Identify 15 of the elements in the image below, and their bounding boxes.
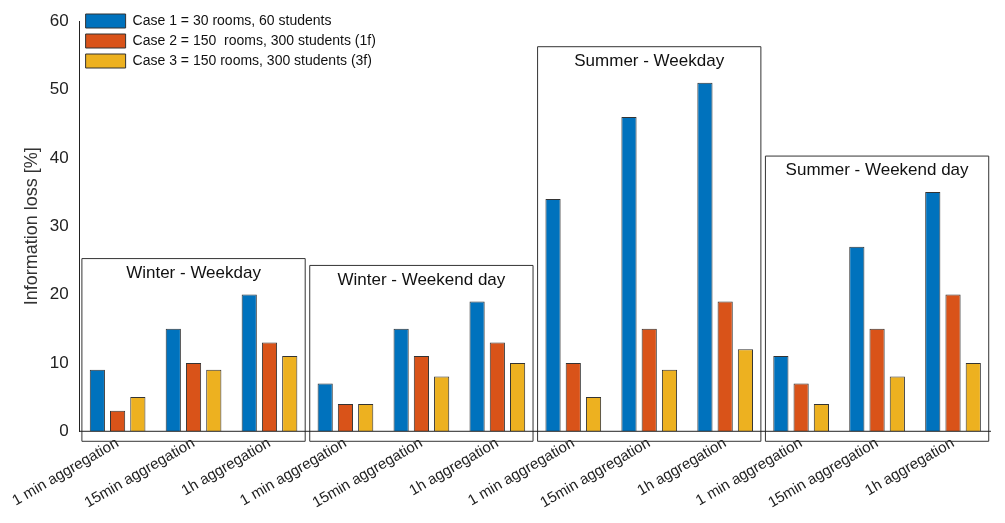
y-tick-label: 0 xyxy=(59,420,69,440)
annotation: Winter - Weekday xyxy=(126,262,262,282)
y-tick-label: 10 xyxy=(49,352,69,372)
annotation: Summer - Weekend day xyxy=(785,160,970,180)
legend-label: Case 2 = 150 rooms, 300 students (1f) xyxy=(132,31,376,48)
y-tick-label: 60 xyxy=(49,10,69,30)
annotation: Summer - Weekday xyxy=(574,50,725,70)
y-tick-label: 50 xyxy=(49,79,69,99)
legend-label: Case 3 = 150 rooms, 300 students (3f) xyxy=(132,51,372,68)
y-tick-label: 30 xyxy=(49,215,69,235)
annotation: Winter - Weekend day xyxy=(337,269,506,289)
legend-label: Case 1 = 30 rooms, 60 students xyxy=(132,11,332,28)
y-tick-label: 20 xyxy=(49,284,69,304)
y-tick-label: 40 xyxy=(49,147,69,167)
y-axis-title: Information loss [%] xyxy=(20,147,41,306)
